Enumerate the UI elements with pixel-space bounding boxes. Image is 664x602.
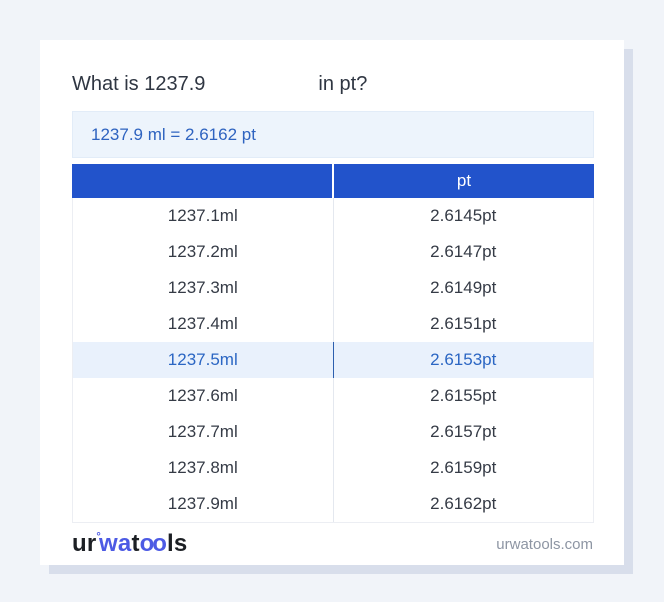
pt-value-cell[interactable]: 2.6157pt xyxy=(430,422,497,441)
ml-value-cell[interactable]: 1237.5ml xyxy=(73,342,334,378)
pt-value-cell[interactable]: 2.6153pt xyxy=(430,350,497,369)
column-header-ml xyxy=(72,164,334,198)
ml-value-cell[interactable]: 1237.6ml xyxy=(73,378,334,414)
pt-value-cell[interactable]: 2.6159pt xyxy=(430,458,497,477)
table-row[interactable]: 1237.2ml 2.6147pt xyxy=(73,234,593,270)
conversion-result-box: 1237.9 ml = 2.6162 pt xyxy=(72,111,594,158)
pt-value-cell[interactable]: 2.6155pt xyxy=(430,386,497,405)
ml-value-cell[interactable]: 1237.7ml xyxy=(73,414,334,450)
ml-value-cell[interactable]: 1237.9ml xyxy=(73,486,334,522)
logo-linked-circles: oo xyxy=(139,530,167,557)
ml-value-cell[interactable]: 1237.4ml xyxy=(73,306,334,342)
ml-value-cell[interactable]: 1237.1ml xyxy=(73,198,334,234)
pt-value-cell[interactable]: 2.6147pt xyxy=(430,242,497,261)
conversion-result-text: 1237.9 ml = 2.6162 pt xyxy=(91,124,256,144)
converter-card: What is 1237.9 in pt? 1237.9 ml = 2.6162 … xyxy=(40,40,624,565)
ml-value-cell[interactable]: 1237.2ml xyxy=(73,234,334,270)
table-row[interactable]: 1237.9ml 2.6162pt xyxy=(73,486,593,522)
table-row[interactable]: 1237.6ml 2.6155pt xyxy=(73,378,593,414)
card-footer: ur ° wa t oo ls urwatools.com xyxy=(72,523,593,565)
conversion-table: pt 1237.1ml 2.6145pt 1237.2ml 2.6147pt 1… xyxy=(72,164,594,523)
ml-value-cell[interactable]: 1237.3ml xyxy=(73,270,334,306)
website-url: urwatools.com xyxy=(496,535,593,553)
question-suffix: in pt? xyxy=(318,73,368,95)
table-row[interactable]: 1237.7ml 2.6157pt xyxy=(73,414,593,450)
urwatools-logo[interactable]: ur ° wa t oo ls xyxy=(72,532,187,556)
pt-value-cell[interactable]: 2.6149pt xyxy=(430,278,497,297)
logo-segment-dark: ur xyxy=(72,530,97,557)
pt-value-cell[interactable]: 2.6145pt xyxy=(430,206,497,225)
question-prefix: What is 1237.9 xyxy=(72,73,206,95)
table-row[interactable]: 1237.3ml 2.6149pt xyxy=(73,270,593,306)
ml-value-cell[interactable]: 1237.8ml xyxy=(73,450,334,486)
pt-value-cell[interactable]: 2.6151pt xyxy=(430,314,497,333)
pt-value-cell[interactable]: 2.6162pt xyxy=(430,494,497,513)
column-header-pt: pt xyxy=(334,164,594,198)
table-row[interactable]: 1237.4ml 2.6151pt xyxy=(73,306,593,342)
logo-segment-blue: wa xyxy=(99,530,132,557)
page-title: What is 1237.9 in pt? xyxy=(72,70,593,99)
degree-mark-icon: ° xyxy=(96,531,102,543)
table-row-highlighted[interactable]: 1237.5ml 2.6153pt xyxy=(73,342,593,378)
table-body: 1237.1ml 2.6145pt 1237.2ml 2.6147pt 1237… xyxy=(72,198,594,523)
table-row[interactable]: 1237.1ml 2.6145pt xyxy=(73,198,593,234)
logo-segment-dark: t xyxy=(131,530,140,557)
table-row[interactable]: 1237.8ml 2.6159pt xyxy=(73,450,593,486)
table-header-row: pt xyxy=(72,164,594,198)
logo-segment-dark: ls xyxy=(166,530,188,557)
